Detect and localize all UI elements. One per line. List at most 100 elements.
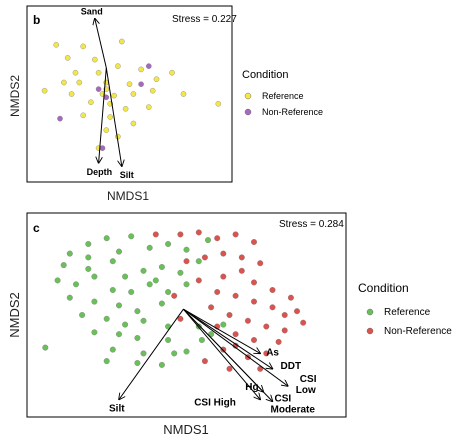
panel-b-point-reference-16: [68, 91, 75, 97]
panel-c-vector-label-csi-low: CSI Low: [296, 374, 317, 396]
panel-c-point-reference-7: [183, 246, 190, 253]
panel-c-point-reference-2: [103, 235, 110, 242]
panel-b-legend-non-reference-marker: [244, 108, 252, 116]
panel-c-point-reference-45: [103, 358, 110, 365]
panel-c-vector-label-csi-moderate: CSI Moderate: [271, 393, 316, 415]
panel-c-point-non-reference-15: [214, 289, 221, 295]
panel-c-point-reference-44: [171, 350, 178, 357]
panel-c-point-non-reference-10: [257, 260, 264, 267]
panel-c-point-reference-28: [134, 308, 141, 315]
panel-c-point-reference-33: [140, 317, 147, 324]
panel-c-point-reference-51: [152, 277, 159, 284]
panel-c-point-non-reference-7: [201, 254, 208, 261]
panel-c-point-reference-26: [91, 298, 98, 305]
panel-c-point-reference-48: [183, 348, 190, 355]
panel-b-vector-label-sand: Sand: [81, 7, 103, 17]
panel-c-point-non-reference-38: [195, 277, 202, 284]
panel-c-point-non-reference-20: [208, 304, 215, 311]
panel-c-point-non-reference-32: [263, 350, 270, 357]
panel-c-legend: Condition Reference Non-Reference: [358, 281, 452, 337]
panel-c-point-reference-5: [146, 244, 153, 251]
panel-c-point-reference-13: [140, 267, 147, 274]
panel-c-point-non-reference-5: [251, 239, 257, 245]
panel-b-point-reference-28: [130, 120, 137, 127]
panel-c-point-reference-19: [91, 273, 98, 280]
panel-b-stress: Stress = 0.227: [172, 14, 237, 25]
panel-b-legend-reference: Reference: [262, 91, 304, 101]
panel-b-vector-label-depth: Depth: [87, 167, 113, 177]
panel-c-point-non-reference-40: [300, 319, 307, 326]
panel-b-point-reference-26: [80, 112, 86, 119]
panel-b-point-non-reference-2: [138, 81, 144, 87]
panel-c-y-axis-label: NMDS2: [7, 292, 22, 338]
panel-c-point-non-reference-17: [251, 298, 257, 305]
panel-c-point-reference-27: [116, 302, 122, 309]
panel-c-point-non-reference-13: [251, 279, 257, 286]
panel-c-legend-non-reference: Non-Reference: [384, 326, 452, 337]
panel-c-point-reference-0: [66, 250, 73, 257]
panel-c-point-reference-6: [165, 241, 172, 247]
panel-c-point-reference-8: [205, 237, 211, 244]
panel-c-point-non-reference-3: [214, 235, 221, 242]
panel-b-y-axis-label: NMDS2: [8, 75, 22, 117]
panel-c-point-non-reference-24: [281, 312, 288, 318]
panel-b-plot-frame: [26, 5, 233, 183]
panel-c-point-reference-30: [79, 312, 86, 318]
panel-c-point-non-reference-0: [152, 231, 159, 238]
panel-c-vector-csi-low: [183, 308, 287, 386]
panel-b-legend-reference-marker: [244, 92, 252, 100]
panel-c-point-reference-41: [42, 344, 49, 351]
panel-c-point-non-reference-30: [220, 346, 227, 353]
panel-c-point-non-reference-27: [232, 331, 239, 338]
panel-c-point-non-reference-8: [220, 250, 227, 257]
panel-c-legend-reference-marker: [366, 308, 374, 316]
panel-b-point-reference-18: [111, 92, 117, 99]
panel-c-point-non-reference-16: [232, 292, 239, 299]
panel-c-point-non-reference-21: [226, 312, 233, 318]
panel-c-legend-non-reference-marker: [366, 327, 374, 335]
panel-c-point-reference-37: [134, 335, 141, 341]
panel-c-point-reference-32: [122, 321, 129, 328]
panel-b-legend-non-reference: Non-Reference: [262, 107, 323, 117]
panel-c-point-reference-49: [198, 337, 205, 343]
panel-c-point-non-reference-12: [238, 267, 245, 274]
panel-b-point-reference-9: [61, 79, 67, 86]
panel-c-vector-ddt: [183, 308, 272, 369]
panel-b-point-non-reference-1: [95, 86, 102, 92]
panel-b-point-reference-20: [149, 87, 156, 94]
panel-c-point-reference-14: [158, 264, 165, 270]
panel-b-point-reference-15: [41, 87, 48, 94]
panel-c-point-reference-11: [109, 258, 116, 265]
panel-c-vector-csi-moderate: [183, 308, 272, 401]
panel-c-point-non-reference-18: [269, 304, 276, 311]
panel-c-point-reference-35: [91, 329, 98, 336]
panel-c-point-reference-47: [158, 361, 165, 368]
panel-b-point-non-reference-4: [57, 115, 63, 122]
panel-c-legend-reference: Reference: [384, 307, 431, 318]
panel-c-vector-label-hg: Hg: [245, 382, 258, 393]
panel-b-letter: b: [33, 13, 40, 27]
panel-c-point-reference-40: [208, 331, 215, 338]
panel-b-point-reference-10: [76, 79, 83, 86]
panel-c-vector-label-ddt: DDT: [281, 361, 302, 372]
panel-c-point-reference-3: [116, 248, 122, 255]
panel-c-point-reference-42: [109, 346, 116, 353]
panel-c-legend-title: Condition: [358, 281, 409, 295]
panel-b-point-reference-24: [146, 104, 152, 110]
panel-c-point-reference-15: [177, 269, 184, 276]
panel-c-point-non-reference-1: [177, 231, 184, 238]
panel-c-point-non-reference-23: [263, 323, 270, 330]
panel-c-point-non-reference-2: [195, 229, 202, 236]
panel-c-point-non-reference-34: [226, 365, 233, 372]
panel-c-point-non-reference-39: [177, 315, 184, 322]
panel-c-point-reference-16: [195, 258, 202, 265]
panel-b-vector-sand: [95, 19, 107, 68]
panel-b-point-reference-2: [119, 38, 125, 45]
panel-c-point-reference-46: [134, 360, 141, 366]
panel-c-point-non-reference-25: [294, 308, 300, 315]
panel-b-vector-label-silt: Silt: [120, 170, 134, 180]
panel-b-point-reference-13: [153, 76, 160, 82]
panel-b-legend: Condition Reference Non-Reference: [242, 69, 323, 117]
